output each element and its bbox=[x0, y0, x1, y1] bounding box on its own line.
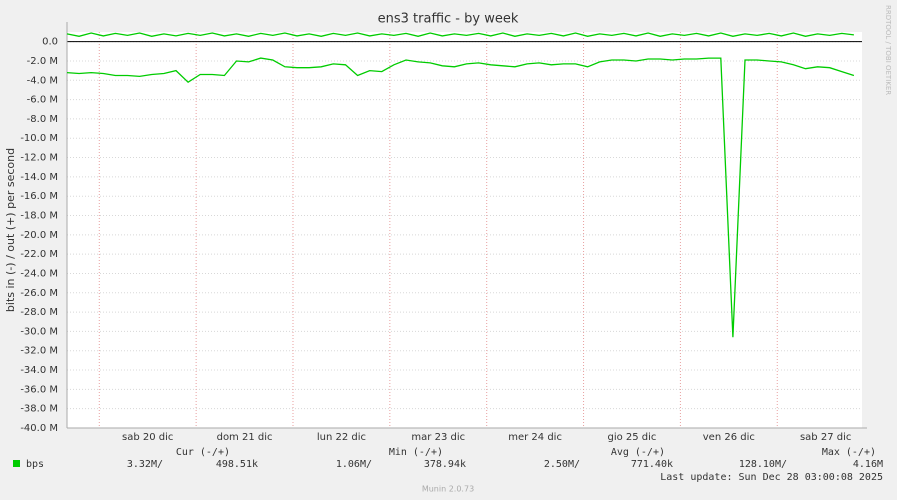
summary-header: Min (-/+) bbox=[389, 447, 443, 458]
summary-header: Cur (-/+) bbox=[176, 447, 230, 458]
y-tick-label: -4.0 M bbox=[27, 75, 58, 86]
y-tick-label: -32.0 M bbox=[20, 346, 58, 357]
summary-cell: 498.51k bbox=[216, 459, 258, 470]
y-tick-label: -40.0 M bbox=[20, 423, 58, 434]
y-tick-label: -18.0 M bbox=[20, 211, 58, 222]
y-axis-label: bits in (-) / out (+) per second bbox=[4, 148, 17, 312]
summary-cell: 2.50M/ bbox=[544, 459, 580, 470]
y-tick-label: 0.0 bbox=[42, 37, 58, 48]
version: Munin 2.0.73 bbox=[422, 485, 474, 494]
y-tick-label: -6.0 M bbox=[27, 95, 58, 106]
y-tick-label: -28.0 M bbox=[20, 307, 58, 318]
legend-label: bps bbox=[26, 459, 44, 470]
x-tick-label: dom 21 dic bbox=[217, 432, 273, 443]
summary-cell: 4.16M bbox=[853, 459, 883, 470]
summary-cell: 3.32M/ bbox=[127, 459, 163, 470]
credit: RRDTOOL / TOBI OETIKER bbox=[884, 5, 892, 95]
summary-cell: 378.94k bbox=[424, 459, 466, 470]
x-tick-label: lun 22 dic bbox=[317, 432, 366, 443]
plot-area bbox=[67, 32, 862, 428]
y-tick-label: -34.0 M bbox=[20, 365, 58, 376]
chart-title: ens3 traffic - by week bbox=[378, 12, 519, 27]
y-tick-label: -20.0 M bbox=[20, 230, 58, 241]
x-tick-label: sab 20 dic bbox=[122, 432, 173, 443]
y-tick-label: -12.0 M bbox=[20, 153, 58, 164]
summary-cell: 1.06M/ bbox=[336, 459, 372, 470]
x-tick-label: ven 26 dic bbox=[703, 432, 755, 443]
x-tick-label: sab 27 dic bbox=[800, 432, 851, 443]
last-update: Last update: Sun Dec 28 03:00:08 2025 bbox=[660, 472, 883, 483]
series-line bbox=[66, 57, 855, 338]
y-tick-label: -30.0 M bbox=[20, 326, 58, 337]
summary-header: Max (-/+) bbox=[822, 447, 876, 458]
summary-cell: 771.40k bbox=[631, 459, 673, 470]
y-tick-label: -26.0 M bbox=[20, 288, 58, 299]
legend-swatch bbox=[13, 460, 20, 467]
series-line bbox=[66, 32, 854, 37]
x-tick-label: mer 24 dic bbox=[508, 432, 562, 443]
y-tick-label: -8.0 M bbox=[27, 114, 58, 125]
y-tick-label: -24.0 M bbox=[20, 268, 58, 279]
y-tick-label: -10.0 M bbox=[20, 133, 58, 144]
y-tick-label: -38.0 M bbox=[20, 404, 58, 415]
y-tick-label: -36.0 M bbox=[20, 384, 58, 395]
y-tick-label: -16.0 M bbox=[20, 191, 58, 202]
x-tick-label: mar 23 dic bbox=[411, 432, 465, 443]
summary-cell: 128.10M/ bbox=[739, 459, 787, 470]
x-tick-label: gio 25 dic bbox=[607, 432, 656, 443]
y-tick-label: -22.0 M bbox=[20, 249, 58, 260]
y-tick-label: -14.0 M bbox=[20, 172, 58, 183]
summary-header: Avg (-/+) bbox=[611, 447, 665, 458]
y-tick-label: -2.0 M bbox=[27, 56, 58, 67]
